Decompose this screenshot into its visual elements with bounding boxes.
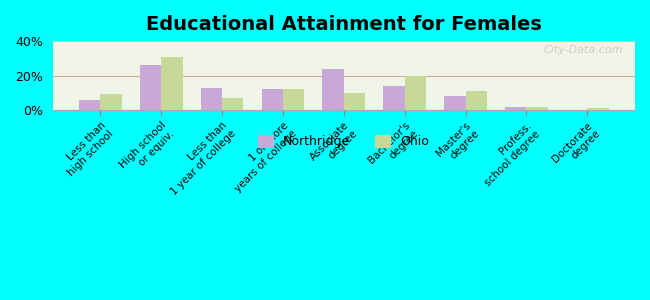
Bar [262,89,283,110]
Bar [140,65,161,110]
Bar [384,86,405,110]
Bar [405,76,426,110]
Bar [526,107,548,110]
Bar [505,107,526,110]
Bar [283,89,304,110]
Bar [587,108,608,110]
Bar [465,91,487,110]
Bar [222,98,243,110]
Bar [201,88,222,110]
Bar [79,100,100,110]
Bar [444,96,465,110]
Text: City-Data.com: City-Data.com [544,45,623,55]
Bar [322,69,344,110]
Bar [344,93,365,110]
Bar [161,57,183,110]
Legend: Northridge, Ohio: Northridge, Ohio [254,130,434,153]
Title: Educational Attainment for Females: Educational Attainment for Females [146,15,541,34]
Bar [100,94,122,110]
